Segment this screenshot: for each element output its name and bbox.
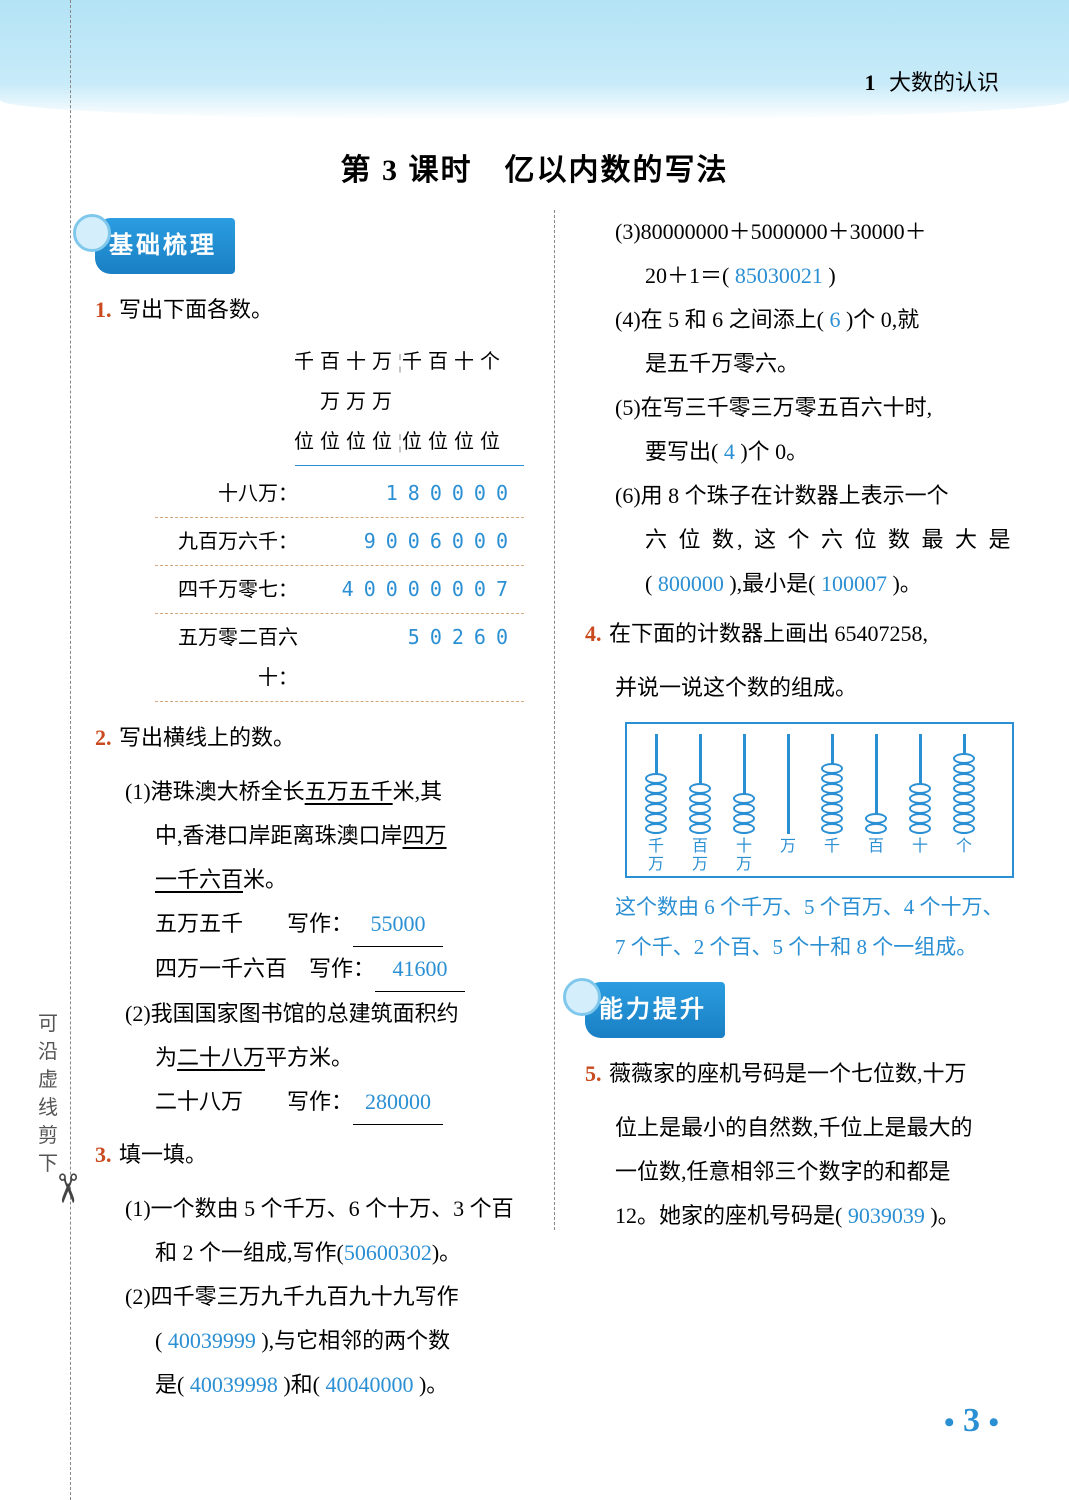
badge-up: 能力提升 (585, 982, 725, 1038)
pv-row-2: 九百万六千： 9006000 (155, 518, 524, 566)
chapter-title: 大数的认识 (889, 70, 999, 95)
answer-blank: 280000 (353, 1080, 443, 1125)
q1-number: 1. (95, 297, 112, 322)
abacus-bead (733, 823, 755, 834)
q2-number: 2. (95, 725, 112, 750)
abacus-bead (821, 823, 843, 834)
pv-row-1: 十八万： 180000 (155, 470, 524, 518)
abacus-place-label: 百万 (692, 838, 708, 872)
question-2: 2. 写出横线上的数。 (95, 716, 524, 760)
q2-item-1: (1)港珠澳大桥全长五万五千米,其 (95, 770, 524, 814)
abacus-bead (689, 823, 711, 834)
chapter-label: 1 大数的认识 (864, 65, 999, 97)
abacus-place-label: 十万 (736, 838, 752, 872)
pv-row-4: 五万零二百六十： 50260 (155, 614, 524, 702)
abacus-place-label: 百 (868, 838, 884, 872)
abacus-column: 百 (861, 734, 891, 872)
column-divider (554, 210, 555, 1230)
place-value-table: 千百十万¦千百十个 万万万 位位位位¦位位位位 十八万： 180000 九百万六… (155, 342, 524, 702)
abacus-column: 千万 (641, 734, 671, 872)
badge-basic: 基础梳理 (95, 218, 235, 274)
q4-note: 这个数由 6 个千万、5 个百万、4 个十万、 7 个千、2 个百、5 个十和 … (585, 888, 1014, 968)
abacus-column: 十万 (729, 734, 759, 872)
pv-header-rule (295, 464, 524, 466)
abacus-bead (953, 823, 975, 834)
abacus-rod (831, 734, 834, 834)
answer-blank: 55000 (353, 902, 443, 947)
header-band (0, 0, 1069, 120)
abacus-rod (655, 734, 658, 834)
abacus-rod (787, 734, 790, 834)
question-5: 5. 薇薇家的座机号码是一个七位数,十万 (585, 1052, 1014, 1096)
q1-title: 写出下面各数。 (119, 297, 273, 322)
abacus-rod (919, 734, 922, 834)
abacus-bead (909, 823, 931, 834)
abacus-place-label: 千万 (648, 838, 664, 872)
abacus-rod (699, 734, 702, 834)
pv-header: 千百十万¦千百十个 万万万 位位位位¦位位位位 (155, 342, 524, 462)
page-number: • 3 • (944, 1402, 999, 1440)
question-4: 4. 在下面的计数器上画出 65407258, (585, 612, 1014, 656)
abacus-place-label: 万 (780, 838, 796, 872)
abacus-rod (963, 734, 966, 834)
q5-number: 5. (585, 1061, 602, 1086)
q2-item-2: (2)我国国家图书馆的总建筑面积约 (95, 992, 524, 1036)
spine-dashed-line (70, 0, 71, 1500)
question-1: 1. 写出下面各数。 (95, 288, 524, 332)
abacus-place-label: 千 (824, 838, 840, 872)
abacus-column: 个 (949, 734, 979, 872)
chapter-number: 1 (864, 70, 875, 95)
abacus-column: 万 (773, 734, 803, 872)
answer-blank: 41600 (375, 947, 465, 992)
abacus-rod (875, 734, 878, 834)
scissors-icon: ✂ (43, 1172, 90, 1206)
cut-along-line-label: 可沿虚线剪下 (38, 1010, 60, 1178)
dot-icon: • (988, 1406, 999, 1439)
abacus-rod (743, 734, 746, 834)
abacus-place-label: 十 (912, 838, 928, 872)
dot-icon: • (944, 1406, 955, 1439)
content-area: 基础梳理 1. 写出下面各数。 千百十万¦千百十个 万万万 位位位位¦位位位位 … (95, 210, 1014, 1407)
q3-number: 3. (95, 1142, 112, 1167)
page-title: 第 3 课时 亿以内数的写法 (0, 145, 1069, 189)
q4-number: 4. (585, 621, 602, 646)
pv-row-3: 四千万零七： 40000007 (155, 566, 524, 614)
abacus-column: 十 (905, 734, 935, 872)
abacus-frame: 千万百万十万万千百十个 (625, 722, 1014, 878)
abacus: 千万百万十万万千百十个 (625, 722, 1014, 878)
abacus-bead (645, 823, 667, 834)
abacus-bead (865, 823, 887, 834)
abacus-place-label: 个 (956, 838, 972, 872)
abacus-column: 千 (817, 734, 847, 872)
q3-title: 填一填。 (119, 1142, 207, 1167)
question-3: 3. 填一填。 (95, 1133, 524, 1177)
abacus-column: 百万 (685, 734, 715, 872)
left-column: 基础梳理 1. 写出下面各数。 千百十万¦千百十个 万万万 位位位位¦位位位位 … (95, 210, 524, 1407)
q2-title: 写出横线上的数。 (119, 725, 295, 750)
right-column: (3)80000000＋5000000＋30000＋ 20＋1＝( 850300… (585, 210, 1014, 1407)
